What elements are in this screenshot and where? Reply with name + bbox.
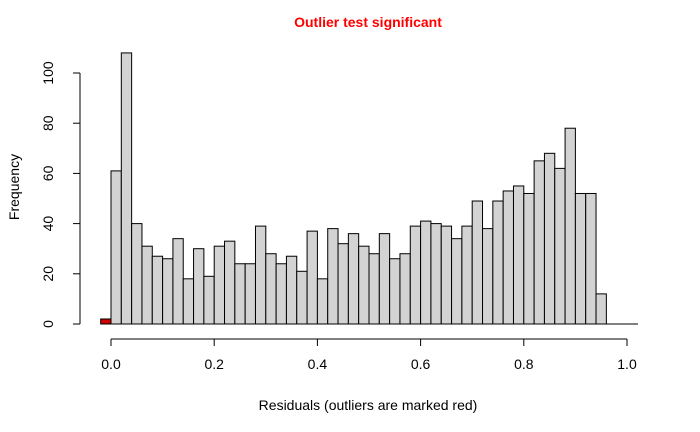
histogram-bar xyxy=(420,220,432,325)
histogram-bar xyxy=(120,52,133,325)
histogram-bar xyxy=(409,225,422,325)
histogram-bar xyxy=(141,245,153,325)
histogram-bar xyxy=(316,278,329,325)
y-axis: 0 20 40 60 80 100 xyxy=(40,61,81,328)
y-axis-title: Frequency xyxy=(6,154,22,220)
histogram-bar xyxy=(471,200,484,325)
histogram-bar xyxy=(172,238,184,325)
histogram-bar xyxy=(224,240,236,325)
histogram-bar xyxy=(244,263,256,325)
chart-title: Outlier test significant xyxy=(294,14,442,30)
histogram-bar xyxy=(564,127,576,325)
x-axis-title: Residuals (outliers are marked red) xyxy=(259,397,478,413)
histogram-bar xyxy=(378,233,391,325)
x-tick-label: 0.6 xyxy=(411,356,431,372)
x-tick-label: 0.8 xyxy=(514,356,534,372)
y-tick-label: 20 xyxy=(40,266,56,282)
histogram-bar xyxy=(502,190,514,325)
histogram-bar xyxy=(523,192,535,325)
histogram-bar xyxy=(440,225,453,325)
histogram-bar xyxy=(595,293,607,325)
x-tick-label: 0.0 xyxy=(101,356,121,372)
histogram-bar xyxy=(482,228,494,325)
histogram-bar xyxy=(131,223,143,325)
histogram-bar-outlier xyxy=(100,318,112,325)
y-tick-label: 0 xyxy=(40,320,56,328)
histogram-bar xyxy=(306,230,318,325)
histogram-bar xyxy=(512,185,525,325)
histogram-bar xyxy=(193,248,205,325)
histogram-bar xyxy=(275,263,287,325)
x-axis: 0.0 0.2 0.4 0.6 0.8 1.0 xyxy=(101,338,637,372)
histogram-bar xyxy=(399,253,411,325)
histogram-bar xyxy=(533,160,545,325)
y-tick-label: 100 xyxy=(40,61,56,85)
histogram-bar xyxy=(327,228,339,325)
x-tick-label: 0.4 xyxy=(308,356,328,372)
x-tick-label: 0.2 xyxy=(204,356,224,372)
histogram-bar xyxy=(358,245,370,325)
histogram-bar xyxy=(554,167,566,325)
histogram-bar xyxy=(368,253,380,325)
histogram-bar xyxy=(492,200,504,325)
histogram-bar xyxy=(389,258,401,325)
y-tick-label: 60 xyxy=(40,165,56,181)
histogram-bar xyxy=(285,255,298,325)
histogram-bar xyxy=(585,192,597,325)
histogram-bar xyxy=(110,170,122,325)
x-tick-label: 1.0 xyxy=(617,356,637,372)
histogram-bar xyxy=(430,223,442,325)
histogram-bar xyxy=(182,278,195,325)
histogram-bar xyxy=(254,225,267,325)
histogram-bar xyxy=(337,243,349,325)
y-tick-label: 80 xyxy=(40,115,56,131)
histogram-bar xyxy=(347,233,360,325)
histogram-bar xyxy=(234,263,246,325)
histogram-bar xyxy=(461,225,473,325)
histogram-bar xyxy=(296,270,308,325)
histogram-bar xyxy=(213,245,226,325)
histogram-bar xyxy=(451,238,463,325)
histogram-bar xyxy=(265,253,277,325)
bars-group xyxy=(100,52,607,325)
y-tick-label: 40 xyxy=(40,216,56,232)
histogram-bar xyxy=(543,152,556,325)
histogram-bar xyxy=(203,275,215,325)
histogram-bar xyxy=(151,255,164,325)
histogram-bar xyxy=(162,258,174,325)
histogram-bar xyxy=(574,192,587,325)
